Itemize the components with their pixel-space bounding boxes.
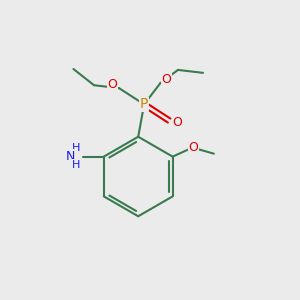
Text: H: H xyxy=(72,143,80,153)
Text: N: N xyxy=(66,150,75,163)
Text: H: H xyxy=(72,160,80,170)
Text: O: O xyxy=(161,73,171,86)
Text: O: O xyxy=(188,141,198,154)
Text: O: O xyxy=(172,116,182,128)
Text: P: P xyxy=(140,98,148,111)
Text: O: O xyxy=(108,78,118,91)
